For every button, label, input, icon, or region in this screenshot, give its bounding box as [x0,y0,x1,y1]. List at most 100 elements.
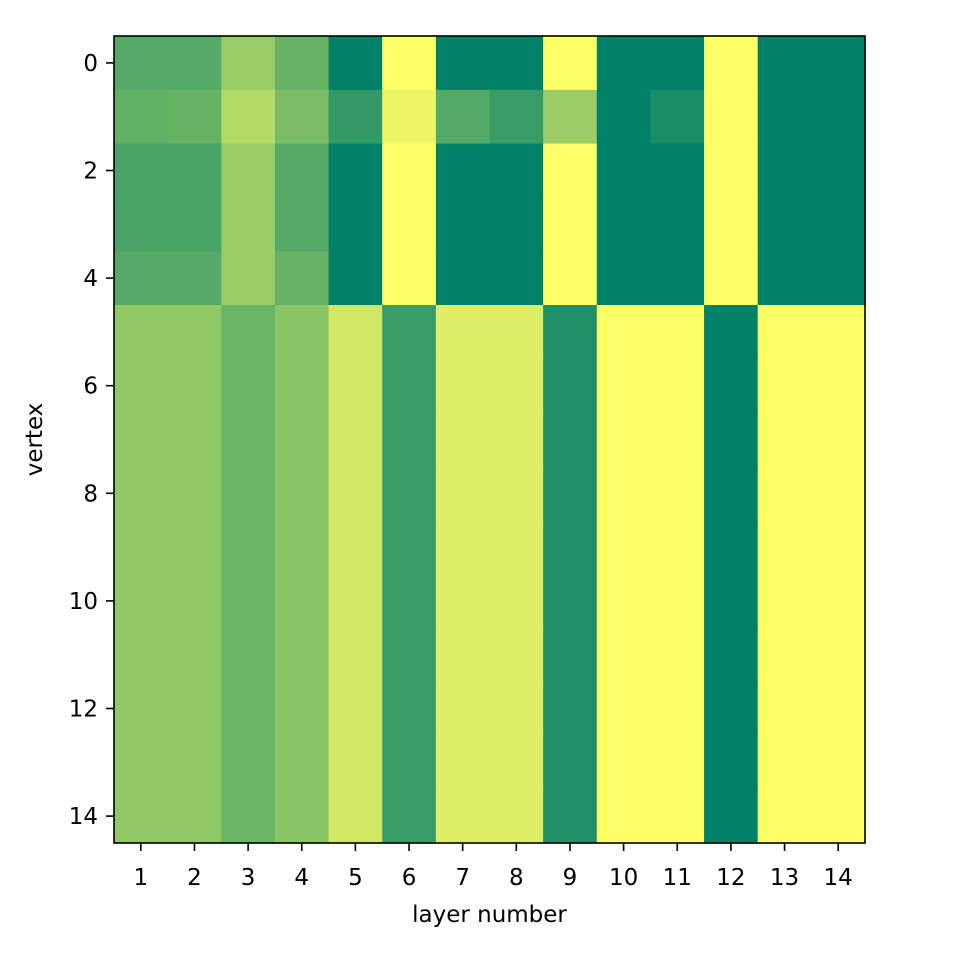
heatmap-cell [435,358,491,414]
heatmap-cell [274,251,330,306]
heatmap-cell [274,681,330,736]
heatmap-cell [114,574,169,629]
heatmap-cell [328,305,383,360]
heatmap-cell [435,681,491,736]
heatmap-cell [114,466,169,521]
heatmap-cell [435,789,491,844]
heatmap-cell [489,520,544,575]
x-tick-label: 12 [716,865,745,891]
heatmap-cell [543,143,598,198]
heatmap-cell [382,627,437,683]
heatmap-cell [757,143,812,198]
heatmap-cell [704,627,759,683]
heatmap-cell [543,251,598,306]
heatmap-cell [489,412,544,467]
heatmap-cell [167,574,222,629]
heatmap-cell [811,197,866,252]
heatmap-cell [382,681,437,736]
heatmap-cell [221,358,276,414]
heatmap-cell [167,412,222,467]
heatmap-cell [811,627,866,683]
heatmap-cell [221,574,276,629]
heatmap-cell [114,358,169,414]
heatmap-cell [167,89,222,145]
heatmap-cell [435,305,491,360]
heatmap-cell [596,305,652,360]
heatmap-cell [435,466,491,521]
heatmap-cell [274,520,330,575]
heatmap-cell [811,89,866,145]
heatmap-cell [221,627,276,683]
heatmap-cell [704,197,759,252]
heatmap-cell [811,251,866,306]
heatmap-cell [650,735,705,790]
heatmap-cell [650,358,705,414]
heatmap-cell [596,89,652,145]
x-tick-label: 1 [134,865,149,891]
heatmap-cell [811,143,866,198]
heatmap-cell [650,412,705,467]
heatmap-cell [489,36,544,91]
x-tick-label: 13 [770,865,799,891]
heatmap-cell [221,89,276,145]
heatmap-cell [489,89,544,145]
heatmap-cell [221,735,276,790]
heatmap-cell [596,681,652,736]
heatmap-cell [114,681,169,736]
heatmap-cell [811,520,866,575]
heatmap-cell [650,627,705,683]
heatmap-cell [811,466,866,521]
heatmap-cell [650,789,705,844]
heatmap-cell [167,789,222,844]
heatmap-cell [596,358,652,414]
heatmap-cell [757,681,812,736]
heatmap-cell [757,36,812,91]
heatmap-cell [221,412,276,467]
heatmap-cell [811,574,866,629]
heatmap-cell [650,681,705,736]
heatmap-cell [328,735,383,790]
heatmap-cell [382,36,437,91]
heatmap-cell [704,735,759,790]
heatmap-cell [757,197,812,252]
heatmap-cell [274,143,330,198]
heatmap-cell [167,36,222,91]
heatmap-cell [274,89,330,145]
heatmap-cell [704,358,759,414]
heatmap-cell [543,627,598,683]
heatmap-cell [704,143,759,198]
heatmap-cell [167,197,222,252]
heatmap-cell [704,574,759,629]
heatmap-cell [167,143,222,198]
heatmap-cell [811,681,866,736]
heatmap-cell [811,36,866,91]
heatmap-cell [274,305,330,360]
heatmap-cell [596,789,652,844]
heatmap-cell [328,251,383,306]
heatmap-cell [435,412,491,467]
heatmap-cell [274,735,330,790]
heatmap-cell [221,305,276,360]
x-tick-label: 4 [294,865,309,891]
heatmap-cell [328,358,383,414]
heatmap-cell [757,735,812,790]
heatmap-cell [811,735,866,790]
y-axis-ticks: 0 2 4 6 8 10 12 14 [69,51,114,830]
heatmap-cell [543,574,598,629]
heatmap-cell [435,143,491,198]
heatmap-cell [114,789,169,844]
x-tick-label: 10 [609,865,638,891]
heatmap-cell [757,627,812,683]
heatmap-cell [489,358,544,414]
heatmap-cell [489,574,544,629]
heatmap-cell [221,789,276,844]
x-tick-label: 3 [241,865,256,891]
heatmap-cell [382,358,437,414]
heatmap-cell [221,143,276,198]
heatmap-cell [650,251,705,306]
heatmap-cell [650,305,705,360]
heatmap-cell [382,735,437,790]
heatmap-cell [382,305,437,360]
heatmap-cell [596,251,652,306]
